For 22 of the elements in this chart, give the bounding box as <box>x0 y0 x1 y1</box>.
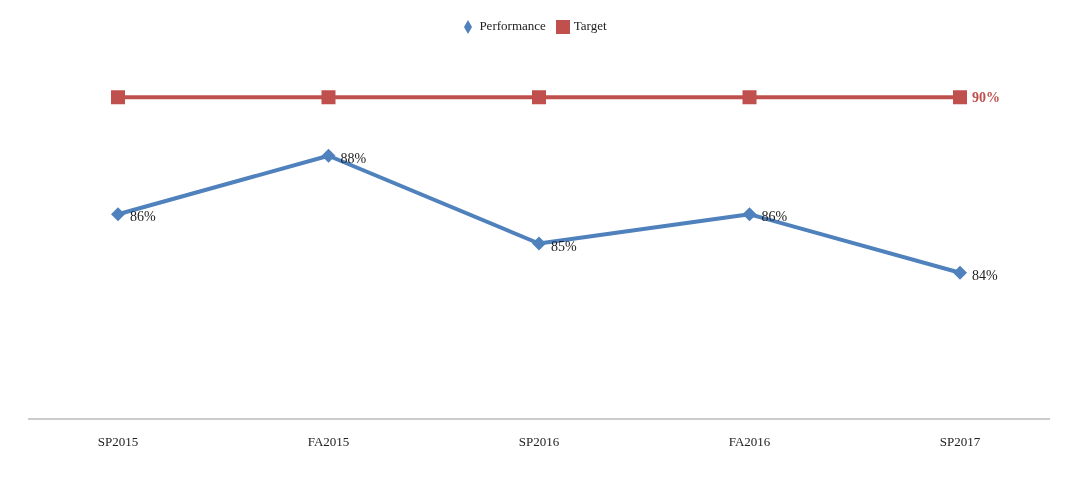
point <box>321 148 336 163</box>
point <box>321 90 336 105</box>
data-label: 84% <box>972 267 998 283</box>
x-tick-label: FA2015 <box>307 434 350 450</box>
data-label: 88% <box>340 150 367 166</box>
point <box>532 236 546 251</box>
point <box>111 207 125 222</box>
point <box>532 90 546 105</box>
point <box>742 207 757 222</box>
x-tick-label: SP2017 <box>939 434 981 450</box>
data-label: 86% <box>130 209 156 225</box>
x-tick-label: SP2016 <box>518 434 560 450</box>
data-label: 85% <box>551 238 577 254</box>
legend-label: Performance <box>479 18 546 33</box>
point <box>111 90 125 105</box>
x-tick-label: FA2016 <box>728 434 771 450</box>
legend-label: Target <box>573 18 607 33</box>
point <box>953 90 967 105</box>
x-tick-label: SP2015 <box>97 434 139 450</box>
point <box>953 265 967 280</box>
data-label: 90% <box>972 90 1000 106</box>
point <box>742 90 757 105</box>
